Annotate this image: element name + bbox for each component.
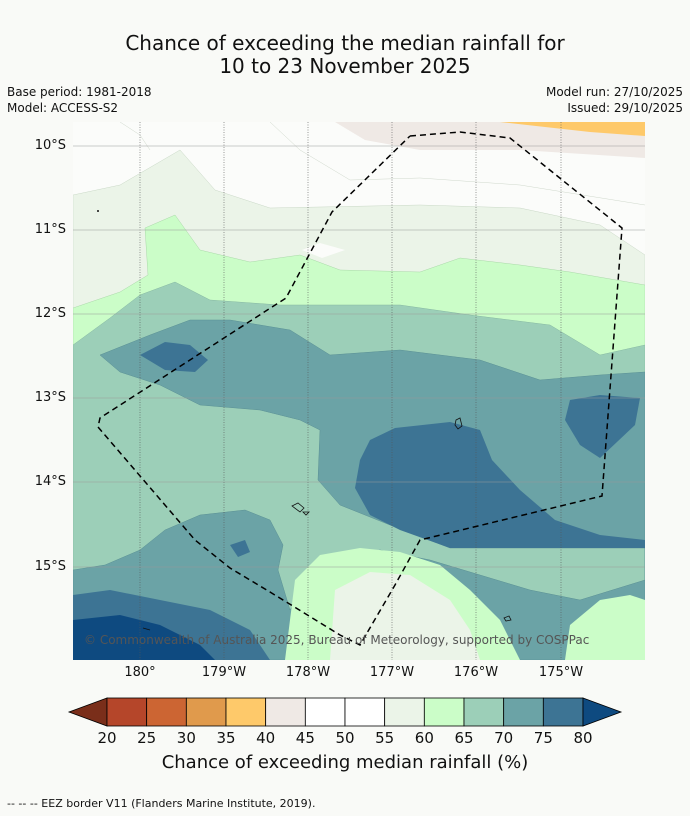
contour-75-80-east bbox=[565, 395, 640, 458]
colorbar-tick-label: 50 bbox=[335, 729, 355, 747]
contour-75-80-west bbox=[140, 342, 208, 372]
meta-left: Base period: 1981-2018 Model: ACCESS-S2 bbox=[7, 84, 152, 116]
contour-75-80-central bbox=[355, 422, 645, 548]
lon-label-176w: 176°W bbox=[453, 665, 499, 680]
model-run: Model run: 27/10/2025 bbox=[545, 85, 683, 99]
colorbar bbox=[67, 697, 623, 727]
contour-southeast-60-65 bbox=[565, 595, 645, 660]
lat-label-10s: 10°S bbox=[34, 138, 66, 153]
base-period: Base period: 1981-2018 bbox=[7, 85, 152, 99]
lon-label-175w: 175°W bbox=[538, 665, 584, 680]
lon-label-177w: 177°W bbox=[369, 665, 415, 680]
colorbar-swatch-50-55 bbox=[344, 697, 386, 727]
eez-legend-footer: -- -- -- EEZ border V11 (Flanders Marine… bbox=[7, 797, 316, 810]
lat-label-15s: 15°S bbox=[34, 559, 66, 574]
colorbar-tick-label: 20 bbox=[97, 729, 117, 747]
lon-label-180: 180° bbox=[124, 665, 156, 680]
lon-label-178w: 178°W bbox=[285, 665, 331, 680]
island-sw bbox=[142, 627, 151, 631]
contour-layer bbox=[73, 122, 645, 660]
graticule bbox=[139, 122, 562, 660]
colorbar-tick-label: 30 bbox=[176, 729, 196, 747]
lat-label-12s: 12°S bbox=[34, 306, 66, 321]
colorbar-swatch-70-75 bbox=[503, 697, 544, 727]
copyright-notice: © Commonwealth of Australia 2025, Bureau… bbox=[84, 633, 590, 647]
colorbar-tick-label: 25 bbox=[137, 729, 157, 747]
colorbar-swatch-60-65 bbox=[423, 697, 465, 727]
colorbar-tick-label: 55 bbox=[375, 729, 395, 747]
colorbar-swatch-55-60 bbox=[384, 697, 425, 727]
colorbar-tick-label: 70 bbox=[494, 729, 514, 747]
colorbar-swatch-45-50 bbox=[304, 697, 346, 727]
model-name: Model: ACCESS-S2 bbox=[7, 101, 119, 115]
colorbar-swatch-20-25 bbox=[106, 697, 148, 727]
colorbar-swatch-40-45 bbox=[265, 697, 306, 727]
colorbar-swatch-30-35 bbox=[185, 697, 227, 727]
colorbar-tick-label: 35 bbox=[216, 729, 236, 747]
colorbar-tick-label: 80 bbox=[573, 729, 593, 747]
island-south bbox=[503, 615, 512, 622]
contour-north-35-40 bbox=[500, 122, 645, 136]
colorbar-tick-label: 60 bbox=[414, 729, 434, 747]
colorbar-swatch-75-80 bbox=[542, 697, 584, 727]
title-line-1: Chance of exceeding the median rainfall … bbox=[125, 31, 565, 55]
colorbar-title: Chance of exceeding median rainfall (%) bbox=[161, 752, 529, 773]
colorbar-tick-label: 45 bbox=[295, 729, 315, 747]
colorbar-extend-low bbox=[67, 697, 108, 727]
colorbar-extend-high bbox=[582, 697, 623, 727]
contour-north-40-45 bbox=[335, 122, 645, 158]
lat-label-13s: 13°S bbox=[34, 390, 66, 405]
colorbar-tick-label: 65 bbox=[454, 729, 474, 747]
eez-border bbox=[97, 131, 623, 646]
map-title: Chance of exceeding the median rainfall … bbox=[0, 32, 690, 78]
contour-75-80-south-small bbox=[230, 540, 250, 557]
colorbar-tick-label: 40 bbox=[256, 729, 276, 747]
issued-date: Issued: 29/10/2025 bbox=[567, 101, 683, 115]
lat-label-14s: 14°S bbox=[34, 474, 66, 489]
island-nw bbox=[97, 210, 99, 212]
title-line-2: 10 to 23 November 2025 bbox=[219, 54, 471, 78]
meta-right: Model run: 27/10/2025 Issued: 29/10/2025 bbox=[546, 84, 683, 116]
contour-above-80 bbox=[73, 615, 215, 660]
colorbar-swatch-25-30 bbox=[146, 697, 187, 727]
lon-label-179w: 179°W bbox=[201, 665, 247, 680]
colorbar-swatch-65-70 bbox=[463, 697, 505, 727]
lat-label-11s: 11°S bbox=[34, 222, 66, 237]
island-wallis bbox=[291, 502, 310, 516]
colorbar-swatch-35-40 bbox=[225, 697, 267, 727]
colorbar-tick-label: 75 bbox=[533, 729, 553, 747]
island-rotuma bbox=[454, 417, 463, 430]
contour-line-north-1 bbox=[269, 122, 645, 206]
contour-south-55-60 bbox=[330, 572, 480, 660]
latitude-lines bbox=[73, 145, 645, 568]
